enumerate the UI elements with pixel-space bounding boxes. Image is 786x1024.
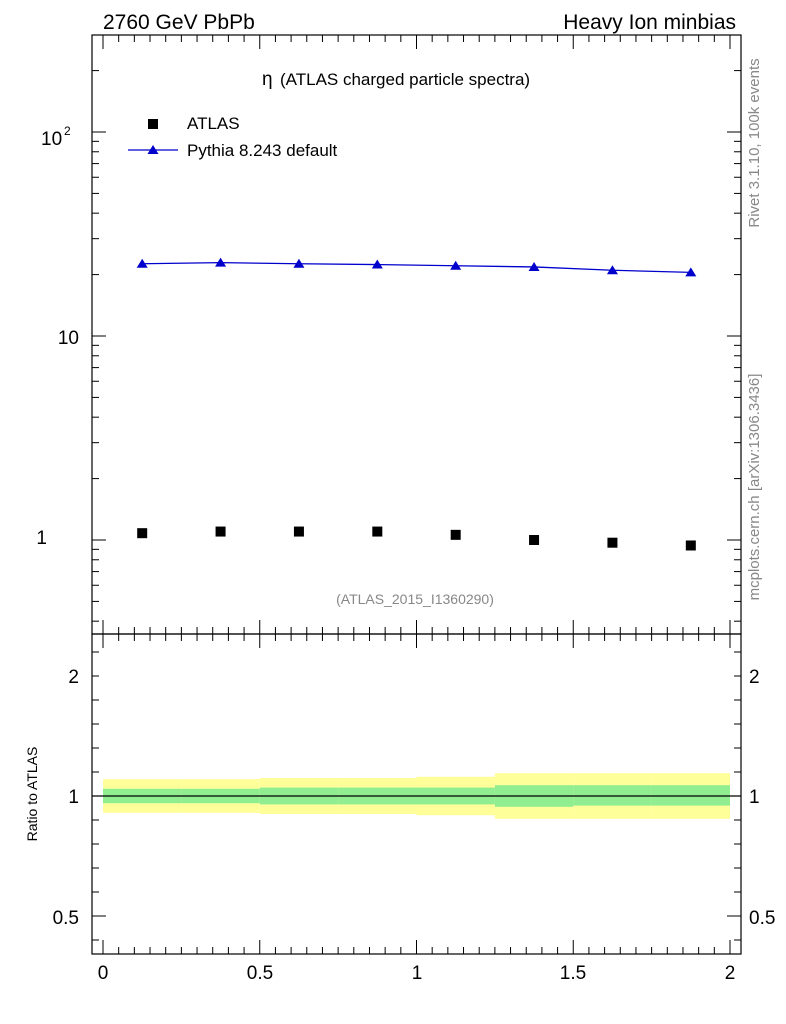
- atlas-point: [450, 529, 461, 540]
- legend-pythia-marker: [147, 145, 159, 154]
- chart-title-symbol: η: [262, 69, 273, 90]
- legend-pythia-label: Pythia 8.243 default: [187, 141, 338, 160]
- atlas-point: [607, 537, 618, 548]
- analysis-id-annotation: (ATLAS_2015_I1360290): [336, 591, 494, 607]
- header-left-label: 2760 GeV PbPb: [103, 11, 255, 34]
- pythia-series-line: [142, 261, 691, 274]
- pythia-point: [450, 260, 462, 270]
- pythia-point: [215, 257, 227, 267]
- x-tick-label-05: 0.5: [247, 963, 273, 984]
- ratio-y-tick-label-2-right: 2: [749, 667, 760, 688]
- main-y-tick-label-1: 1: [36, 528, 47, 549]
- main-y-tick-label-100-base: 10: [41, 129, 62, 150]
- pythia-point: [293, 258, 305, 268]
- main-y-tick-label-10: 10: [58, 328, 79, 349]
- x-tick-label-0: 0: [98, 963, 109, 984]
- pythia-point: [685, 267, 697, 277]
- atlas-point: [137, 528, 148, 539]
- atlas-point: [372, 526, 383, 537]
- atlas-point: [685, 540, 696, 551]
- pythia-point: [136, 258, 148, 268]
- atlas-point: [529, 535, 540, 545]
- atlas-point: [215, 526, 226, 537]
- atlas-point: [293, 526, 304, 537]
- main-y-tick-label-100-exponent: 2: [64, 124, 71, 138]
- ratio-y-tick-label-1-right: 1: [749, 787, 760, 808]
- ratio-y-tick-label-1-left: 1: [68, 787, 79, 808]
- ratio-plot-frame: [91, 633, 742, 955]
- ratio-panel: 2 1 0.5 2 1 0.5 Ratio to ATLAS 0 0.5 1 1…: [24, 633, 775, 984]
- main-axis-ticks: [92, 35, 741, 634]
- pythia-point: [371, 259, 383, 269]
- chart-title: (ATLAS charged particle spectra): [280, 70, 530, 89]
- ratio-y-tick-label-2-left: 2: [68, 667, 79, 688]
- x-tick-label-2: 2: [725, 963, 736, 984]
- ratio-y-axis-label: Ratio to ATLAS: [24, 747, 40, 842]
- x-tick-label-15: 1.5: [560, 963, 586, 984]
- legend-atlas-label: ATLAS: [187, 114, 240, 133]
- pythia-point: [528, 261, 540, 271]
- legend-atlas-marker: [148, 119, 158, 129]
- x-tick-label-1: 1: [412, 963, 423, 984]
- ratio-y-tick-label-05-left: 0.5: [53, 908, 79, 929]
- header-right-label: Heavy Ion minbias: [563, 11, 736, 34]
- ratio-axis-ticks: [92, 634, 741, 954]
- ratio-y-tick-label-05-right: 0.5: [749, 908, 775, 929]
- legend: ATLAS Pythia 8.243 default: [128, 114, 338, 160]
- rivet-version-label: Rivet 3.1.10, 100k events: [746, 58, 763, 227]
- pythia-point: [606, 265, 618, 275]
- mcplots-label: mcplots.cern.ch [arXiv:1306.3436]: [746, 374, 763, 601]
- main-series-layer: [136, 257, 697, 551]
- main-panel: 1 10 10 2 η (ATLAS charged particle spec…: [36, 34, 742, 635]
